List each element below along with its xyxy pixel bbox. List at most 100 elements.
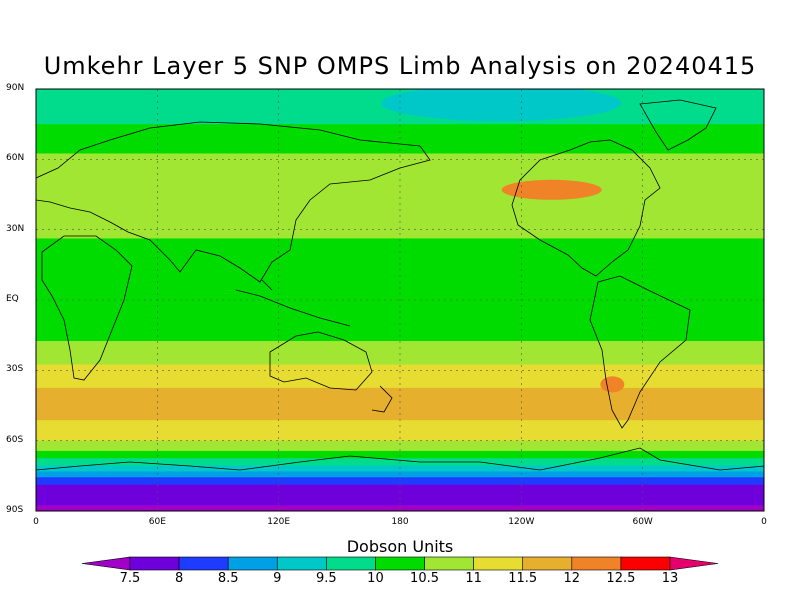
lon-tick-label: 120W: [508, 517, 535, 527]
colorbar-segment: [571, 556, 622, 571]
lon-tick-label: 120E: [267, 517, 291, 527]
contour-band: [36, 474, 764, 477]
colorbar-segment: [424, 556, 474, 571]
colorbar-tick-label: 7.5: [119, 571, 141, 586]
contour-band: [36, 294, 764, 298]
contour-band: [36, 456, 764, 459]
contour-band: [36, 203, 764, 207]
contour-band: [36, 465, 764, 468]
contour-band: [36, 229, 764, 234]
ozone-feature-patches: [381, 89, 625, 393]
contour-band: [36, 468, 764, 471]
contour-band: [36, 212, 764, 216]
contour-band: [36, 469, 764, 473]
contour-band: [36, 308, 764, 313]
contour-band: [36, 440, 764, 443]
coastline-australia: [269, 331, 373, 391]
contour-band: [36, 179, 764, 184]
contour-band: [36, 156, 764, 160]
contour-band: [36, 355, 764, 360]
coastline-africa: [41, 235, 133, 381]
lon-tick-label: 60E: [148, 517, 166, 527]
contour-band: [36, 480, 764, 483]
contour-band: [36, 326, 764, 330]
colorbar-tick-label: 11: [465, 571, 482, 586]
colorbar-segment: [473, 556, 524, 571]
lon-tick-label: 180: [391, 517, 409, 527]
contour-band: [36, 373, 764, 377]
contour-band: [36, 414, 764, 418]
lat-tick-label: 30S: [6, 364, 24, 375]
colorbar-tick-label: 8.5: [217, 571, 239, 586]
contour-band: [36, 247, 764, 251]
colorbar-segment: [129, 556, 180, 571]
colorbar-segment: [522, 556, 573, 571]
contour-band: [36, 197, 764, 201]
feature-south-atlantic-high: [600, 376, 625, 393]
contour-band: [36, 223, 764, 228]
contour-band: [36, 320, 764, 325]
lat-tick-label: 90S: [6, 505, 24, 515]
contour-band: [36, 150, 764, 155]
colorbar-tick-label: 13: [661, 571, 679, 586]
contour-band: [36, 176, 764, 181]
contour-band: [36, 165, 764, 169]
contour-band: [36, 171, 764, 175]
colorbar-tick-label: 12.5: [606, 571, 636, 586]
colorbar-tick-label: 11.5: [508, 571, 538, 586]
contour-band: [36, 317, 764, 322]
contour-band: [36, 138, 764, 143]
colorbar-segment: [276, 556, 327, 571]
contour-band: [36, 200, 764, 204]
contour-band: [36, 182, 764, 187]
contour-band: [36, 291, 764, 295]
coastline-antarctica: [36, 447, 764, 471]
contour-band: [36, 338, 764, 342]
coastline-indonesia: [235, 279, 351, 327]
contour-band: [36, 423, 764, 427]
contour-band: [36, 450, 764, 453]
contour-band: [36, 417, 764, 421]
colorbar-tick-label: 9: [273, 571, 282, 586]
contour-band: [36, 276, 764, 281]
contour-band: [36, 300, 764, 304]
contour-band: [36, 332, 764, 336]
contour-band: [36, 481, 764, 484]
contour-band: [36, 483, 764, 486]
coastline-eurasia: [36, 121, 431, 283]
contour-band: [36, 499, 764, 503]
contour-band: [36, 390, 764, 395]
contour-band: [36, 486, 764, 489]
contour-band: [36, 162, 764, 166]
contour-band: [36, 361, 764, 366]
contour-band: [36, 452, 764, 455]
colorbar-tick-label: 12: [563, 571, 581, 586]
contour-band: [36, 314, 764, 319]
contour-band: [36, 253, 764, 257]
coastline-new-zealand: [371, 385, 393, 413]
page-title: Umkehr Layer 5 SNP OMPS Limb Analysis on…: [43, 52, 757, 80]
lon-tick-label: 60W: [632, 517, 653, 527]
contour-band: [36, 311, 764, 316]
colorbar-segment: [620, 556, 671, 571]
contour-band: [36, 343, 764, 348]
lat-tick-label: 30N: [6, 223, 25, 234]
contour-band: [36, 297, 764, 301]
contour-band: [36, 191, 764, 196]
contour-band: [36, 402, 764, 407]
map-frame: [35, 88, 765, 512]
lat-tick-label: 60S: [6, 434, 24, 445]
colorbar-tick-label: 8: [174, 571, 184, 586]
contour-band: [36, 471, 764, 474]
contour-band: [36, 459, 764, 462]
colorbar-segment: [326, 556, 376, 571]
colorbar-max-arrow: [669, 556, 719, 571]
contour-band: [36, 434, 764, 439]
colorbar-title: Dobson Units: [346, 537, 454, 556]
coastline-south-america: [589, 275, 691, 429]
contour-band: [36, 379, 764, 383]
contour-band: [36, 453, 764, 456]
contour-band: [36, 464, 764, 467]
contour-band: [36, 288, 764, 292]
